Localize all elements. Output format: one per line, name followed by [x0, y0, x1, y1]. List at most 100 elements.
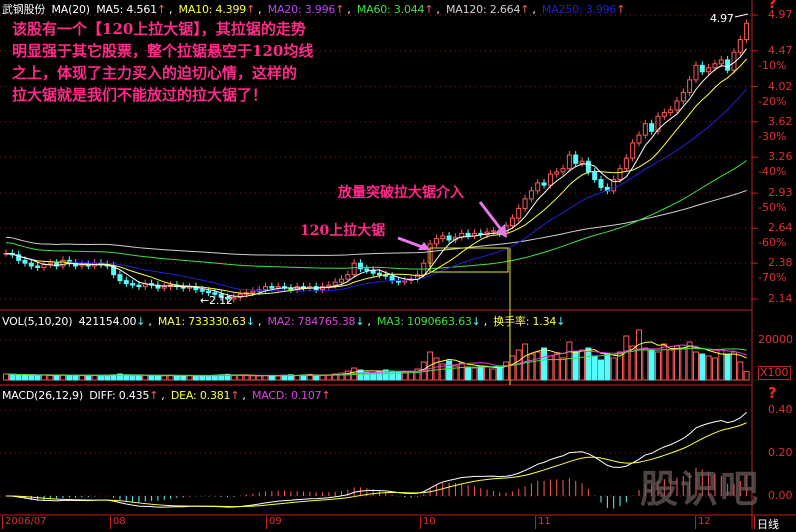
candle-down: [155, 284, 161, 289]
volume-bar: [116, 373, 123, 381]
candle-up: [338, 278, 344, 283]
candle-up: [560, 168, 566, 173]
volume-bar: [180, 375, 187, 381]
arrowhead-icon: [418, 242, 430, 250]
volume-bar: [34, 375, 41, 381]
volume-bar: [503, 361, 510, 381]
candle-up: [516, 207, 522, 219]
candle-down: [16, 254, 22, 261]
candle-down: [573, 154, 579, 164]
volume-bar: [40, 374, 47, 381]
candle-down: [288, 287, 294, 291]
volume-bar: [53, 374, 60, 381]
candle-up: [326, 284, 332, 288]
candle-down: [446, 235, 452, 241]
date-label: 10: [420, 516, 436, 529]
volume-bar: [357, 369, 364, 381]
separator: ,: [258, 3, 262, 16]
volume-bar: [610, 357, 617, 381]
percent-axis-label: -40%: [758, 165, 787, 179]
candle-up: [237, 293, 243, 298]
volume-bar: [515, 349, 522, 381]
candle-up: [522, 198, 528, 209]
ma10-value: MA10: 4.399: [178, 3, 247, 16]
candle-up: [528, 190, 534, 200]
ma10-line: [5, 58, 747, 295]
macd-axis-label: 0.00: [768, 489, 793, 502]
candle-down: [35, 265, 41, 268]
volume-bar: [623, 335, 630, 381]
volume-bar: [642, 347, 649, 381]
volume-bar: [572, 351, 579, 381]
up-arrow-icon: ↑: [424, 3, 434, 16]
price-axis-label: 3.62: [768, 114, 793, 128]
analysis-note: 该股有一个【120上拉大锯】，其拉锯的走势 明显强于其它股票，整个拉锯悬空于12…: [12, 18, 313, 106]
candle-up: [623, 157, 629, 170]
candle-down: [465, 232, 471, 237]
note-line: 拉大锯就是我们不能放过的拉大锯了！: [12, 86, 268, 104]
candle-up: [41, 264, 47, 268]
volume-bar: [471, 367, 478, 381]
separator: ,: [257, 315, 262, 328]
volume-bar: [72, 374, 79, 381]
volume-bar: [490, 368, 497, 381]
volume-bar: [262, 375, 269, 381]
up-arrow-icon: ↑: [335, 3, 345, 16]
candle-down: [699, 64, 705, 73]
volume-bar: [9, 373, 16, 381]
volume-bar: [363, 371, 370, 381]
stock-name[interactable]: 武钢股份: [2, 3, 46, 16]
help-icon[interactable]: ?: [768, 0, 777, 12]
candle-up: [433, 238, 439, 245]
volume-bar: [28, 374, 35, 381]
volume-bar: [148, 375, 155, 381]
volume-bar: [629, 345, 636, 381]
ma20-value: MA20: 3.996: [267, 3, 336, 16]
price-axis-label: 2.38: [768, 256, 793, 270]
percent-axis-label: -70%: [758, 271, 787, 285]
volume-bar: [199, 375, 206, 381]
volume-bar: [249, 375, 256, 381]
ma250-value: MA250: 3.996: [541, 3, 617, 16]
candle-up: [674, 100, 680, 111]
candle-up: [250, 290, 256, 294]
volume-bar: [91, 374, 98, 381]
ma20-line: [5, 88, 747, 292]
candle-down: [117, 274, 123, 282]
candle-down: [598, 179, 604, 188]
macd-help-icon[interactable]: ?: [768, 384, 777, 402]
percent-axis-label: -30%: [758, 129, 787, 143]
period-selector[interactable]: 日线: [754, 516, 779, 531]
candle-up: [642, 123, 648, 136]
volume-ma-line: [5, 347, 747, 377]
volume-bar: [287, 374, 294, 381]
candle-up: [636, 134, 642, 144]
volume-bar: [439, 363, 446, 381]
ma120-value: MA120: 2.664: [445, 3, 521, 16]
separator: ,: [367, 315, 371, 328]
volume-bar: [332, 373, 339, 381]
vol-ma3: MA3: 1090663.63: [376, 315, 472, 328]
down-arrow-icon: ↓: [471, 315, 481, 328]
candle-up: [231, 296, 237, 300]
ma-mode[interactable]: MA(20): [51, 3, 91, 16]
macd-diff: DIFF: 0.435: [89, 389, 150, 402]
macd-dea: DEA: 0.381: [170, 389, 231, 402]
volume-bar: [338, 372, 345, 381]
volume-bar: [306, 373, 313, 381]
volume-bar: [528, 353, 535, 381]
candle-down: [389, 275, 395, 282]
price-axis-label: 2.14: [768, 292, 793, 305]
volume-bar: [15, 374, 22, 381]
volume-bar: [3, 373, 9, 381]
candle-down: [199, 289, 205, 292]
arrowhead-icon: [496, 224, 507, 238]
candle-up: [706, 67, 712, 73]
volume-bar: [154, 375, 161, 381]
ma60-line: [5, 160, 747, 270]
volume-bar: [636, 329, 642, 381]
candle-up: [535, 182, 541, 192]
volume-bar: [433, 357, 440, 381]
volume-bar: [465, 366, 472, 381]
